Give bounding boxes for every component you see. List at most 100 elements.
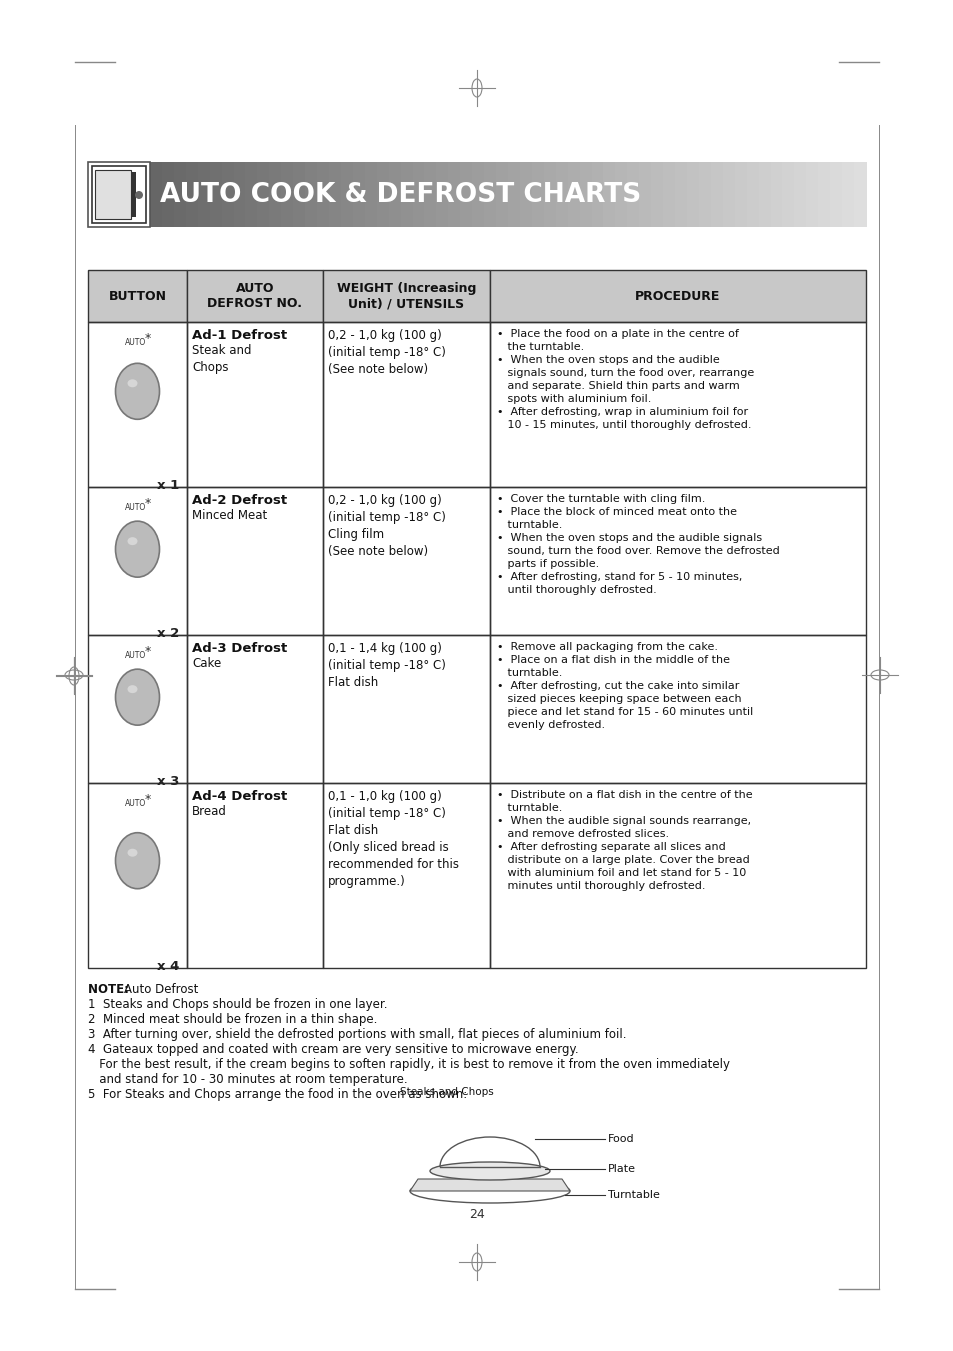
Polygon shape — [410, 1179, 569, 1192]
Bar — [507, 162, 520, 227]
Bar — [340, 162, 354, 227]
Bar — [210, 162, 222, 227]
Text: and stand for 10 - 30 minutes at room temperature.: and stand for 10 - 30 minutes at room te… — [88, 1073, 407, 1086]
Bar — [353, 162, 365, 227]
Bar — [543, 162, 557, 227]
Bar — [376, 162, 389, 227]
Bar — [221, 162, 234, 227]
Bar — [88, 322, 187, 486]
Text: Bread: Bread — [192, 805, 227, 817]
Text: •  Place the food on a plate in the centre of
   the turntable.
•  When the oven: • Place the food on a plate in the centr… — [497, 330, 754, 430]
Text: •  Cover the turntable with cling film.
•  Place the block of minced meat onto t: • Cover the turntable with cling film. •… — [497, 494, 779, 596]
Text: AUTO
DEFROST NO.: AUTO DEFROST NO. — [208, 282, 302, 311]
Bar — [675, 162, 687, 227]
Bar — [323, 784, 490, 969]
Bar — [88, 270, 187, 322]
Bar — [472, 162, 485, 227]
Bar — [187, 635, 323, 784]
Bar — [316, 162, 330, 227]
Bar — [627, 162, 639, 227]
Text: *: * — [144, 644, 151, 658]
Text: x 1: x 1 — [156, 480, 179, 492]
Text: For the best result, if the cream begins to soften rapidly, it is best to remove: For the best result, if the cream begins… — [88, 1058, 729, 1071]
Bar — [841, 162, 854, 227]
Bar — [436, 162, 449, 227]
Bar — [187, 784, 323, 969]
Text: Ad-4 Defrost: Ad-4 Defrost — [192, 790, 287, 802]
Ellipse shape — [430, 1162, 550, 1179]
Bar — [722, 162, 735, 227]
Bar — [364, 162, 377, 227]
Bar — [91, 166, 146, 223]
Ellipse shape — [128, 848, 137, 857]
Ellipse shape — [115, 832, 159, 889]
Bar — [132, 172, 136, 218]
Text: x 2: x 2 — [156, 627, 179, 640]
Bar — [853, 162, 866, 227]
Text: Minced Meat: Minced Meat — [192, 509, 267, 521]
Text: NOTE:: NOTE: — [88, 984, 133, 996]
Bar — [323, 322, 490, 486]
Bar — [639, 162, 652, 227]
Bar — [746, 162, 759, 227]
Bar — [88, 635, 187, 784]
Bar — [615, 162, 628, 227]
Bar — [293, 162, 306, 227]
Bar — [245, 162, 258, 227]
Bar — [699, 162, 711, 227]
Bar — [187, 270, 323, 322]
Bar — [233, 162, 246, 227]
Text: 3  After turning over, shield the defrosted portions with small, flat pieces of : 3 After turning over, shield the defrost… — [88, 1028, 626, 1042]
Text: Plate: Plate — [607, 1165, 636, 1174]
Text: Food: Food — [607, 1133, 634, 1144]
Bar — [579, 162, 592, 227]
Bar — [805, 162, 819, 227]
Bar — [490, 486, 865, 635]
Bar — [323, 270, 490, 322]
Bar — [388, 162, 401, 227]
Text: 4  Gateaux topped and coated with cream are very sensitive to microwave energy.: 4 Gateaux topped and coated with cream a… — [88, 1043, 578, 1056]
Bar — [187, 270, 323, 322]
Bar — [197, 162, 211, 227]
Text: AUTO: AUTO — [125, 798, 146, 808]
Bar — [88, 270, 187, 322]
Bar — [269, 162, 282, 227]
Text: AUTO: AUTO — [125, 338, 146, 347]
Bar — [483, 162, 497, 227]
Bar — [686, 162, 700, 227]
Ellipse shape — [128, 685, 137, 693]
Bar — [257, 162, 270, 227]
Bar — [400, 162, 413, 227]
Bar — [424, 162, 436, 227]
Text: *: * — [144, 497, 151, 509]
Text: Ad-1 Defrost: Ad-1 Defrost — [192, 330, 287, 342]
Bar — [186, 162, 198, 227]
Text: *: * — [144, 332, 151, 345]
Text: •  Distribute on a flat dish in the centre of the
   turntable.
•  When the audi: • Distribute on a flat dish in the centr… — [497, 790, 752, 892]
Ellipse shape — [115, 363, 159, 419]
Bar — [781, 162, 795, 227]
Text: PROCEDURE: PROCEDURE — [635, 289, 720, 303]
Bar — [323, 635, 490, 784]
Text: *: * — [144, 793, 151, 807]
Bar — [187, 486, 323, 635]
Text: Ad-2 Defrost: Ad-2 Defrost — [192, 494, 287, 507]
Bar — [173, 162, 187, 227]
Bar — [323, 486, 490, 635]
Text: Steak and
Chops: Steak and Chops — [192, 345, 252, 373]
Bar — [448, 162, 461, 227]
Bar — [662, 162, 676, 227]
Bar — [88, 486, 187, 635]
Circle shape — [135, 190, 143, 199]
Text: •  Remove all packaging from the cake.
•  Place on a flat dish in the middle of : • Remove all packaging from the cake. • … — [497, 642, 753, 731]
Text: AUTO COOK & DEFROST CHARTS: AUTO COOK & DEFROST CHARTS — [160, 181, 640, 208]
Text: 0,2 - 1,0 kg (100 g)
(initial temp -18° C)
(See note below): 0,2 - 1,0 kg (100 g) (initial temp -18° … — [328, 330, 445, 376]
Text: Cake: Cake — [192, 657, 221, 670]
Bar — [187, 322, 323, 486]
Text: AUTO: AUTO — [125, 503, 146, 512]
Bar — [150, 162, 163, 227]
Bar — [818, 162, 830, 227]
Text: Turntable: Turntable — [607, 1190, 659, 1200]
Bar — [490, 635, 865, 784]
Bar — [490, 270, 865, 322]
